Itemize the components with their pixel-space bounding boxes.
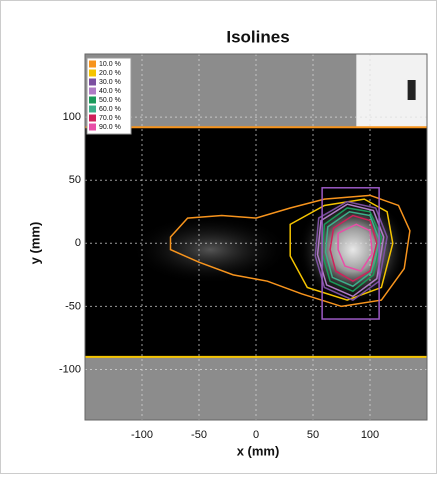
legend-swatch <box>89 79 96 86</box>
plot-area: 10.0 % 20.0 % 30.0 % 40.0 % 50.0 % 60.0 % 70.0… <box>85 54 427 420</box>
x-tick-label: -50 <box>191 429 207 441</box>
legend-label: 10.0 % <box>99 61 121 68</box>
thumbnail <box>408 80 416 100</box>
legend-swatch <box>89 88 96 95</box>
y-tick-label: -50 <box>65 300 81 312</box>
y-tick-label: 100 <box>63 111 81 123</box>
legend-label: 90.0 % <box>99 124 121 131</box>
y-tick-label: 50 <box>69 174 81 186</box>
legend-swatch <box>89 61 96 68</box>
legend-swatch <box>89 70 96 77</box>
x-tick-label: 100 <box>361 429 379 441</box>
legend-label: 60.0 % <box>99 106 121 113</box>
x-tick-label: 50 <box>307 429 319 441</box>
legend-label: 70.0 % <box>99 115 121 122</box>
x-tick-label: -100 <box>131 429 153 441</box>
x-axis-label: x (mm) <box>237 443 280 458</box>
legend-label: 30.0 % <box>99 79 121 86</box>
y-tick-label: 0 <box>75 237 81 249</box>
legend-swatch <box>89 106 96 113</box>
chart: Isolines x (mm) y (mm) 10.0 % 20.0 % 30.0 … <box>0 0 437 474</box>
x-tick-label: 0 <box>253 429 259 441</box>
legend-swatch <box>89 97 96 104</box>
image-glow <box>130 215 290 285</box>
legend-swatch <box>89 115 96 122</box>
thumbnail-area <box>356 54 427 127</box>
legend-label: 50.0 % <box>99 97 121 104</box>
y-axis-label: y (mm) <box>27 222 42 265</box>
legend: 10.0 % 20.0 % 30.0 % 40.0 % 50.0 % 60.0 % 70.0… <box>87 58 131 134</box>
legend-label: 20.0 % <box>99 70 121 77</box>
y-tick-label: -100 <box>59 363 81 375</box>
legend-label: 40.0 % <box>99 88 121 95</box>
chart-title: Isolines <box>226 27 289 46</box>
legend-swatch <box>89 124 96 131</box>
